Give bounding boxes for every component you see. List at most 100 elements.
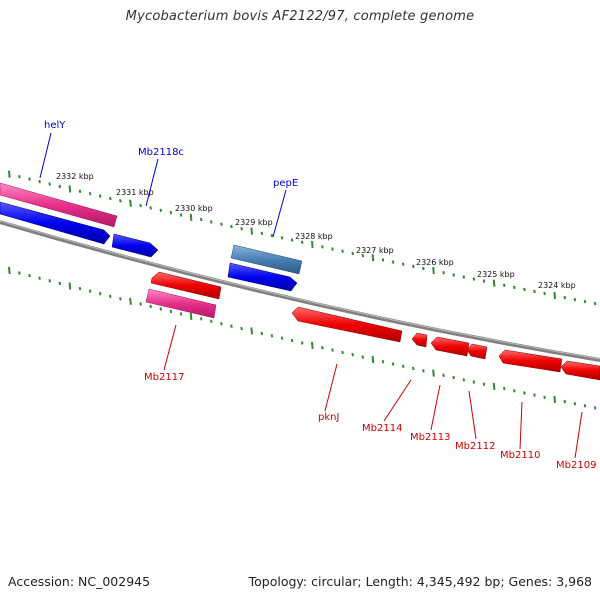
reverse-features — [145, 271, 600, 381]
minor-tick — [240, 326, 243, 331]
minor-tick — [341, 350, 344, 355]
minor-tick — [341, 249, 344, 253]
minor-tick — [280, 236, 284, 240]
minor-tick — [270, 233, 274, 238]
reverse-gene-labels: Mb2117 pknJ Mb2114 Mb2113 Mb2112 Mb2110 … — [144, 372, 596, 471]
minor-tick — [472, 277, 476, 281]
minor-tick — [563, 399, 567, 404]
minor-tick — [119, 199, 122, 203]
cds-pknJ[interactable] — [291, 306, 403, 343]
minor-tick — [412, 366, 415, 371]
scale-label: 2327 kbp — [356, 246, 394, 255]
minor-tick — [169, 309, 173, 314]
cds-reverse-1[interactable] — [150, 271, 222, 300]
scale-label: 2332 kbp — [56, 172, 94, 181]
minor-tick — [290, 238, 294, 242]
scale-label: 2325 kbp — [477, 270, 515, 279]
minor-tick — [220, 222, 223, 226]
scale-label: 2331 kbp — [116, 188, 154, 197]
scale-label: 2326 kbp — [416, 258, 454, 267]
minor-tick — [230, 224, 233, 229]
scale-label: 2324 kbp — [538, 281, 576, 290]
major-tick — [371, 355, 375, 363]
cds-forward-2[interactable] — [227, 262, 298, 292]
gene-label-Mb2112[interactable]: Mb2112 — [455, 441, 495, 452]
minor-tick — [401, 364, 405, 368]
minor-tick — [462, 378, 466, 382]
outer-scale-ticks — [8, 170, 597, 306]
minor-tick — [533, 289, 536, 294]
scale-labels: 2332 kbp 2331 kbp 2330 kbp 2329 kbp 2328… — [56, 172, 576, 290]
cds-Mb2113[interactable] — [430, 336, 470, 357]
minor-tick — [109, 196, 112, 201]
minor-tick — [149, 304, 152, 309]
major-tick — [311, 240, 314, 249]
minor-tick — [533, 393, 536, 397]
cds-pepE[interactable] — [230, 244, 303, 275]
cds-Mb2118c[interactable] — [111, 233, 159, 258]
minor-tick — [230, 324, 233, 328]
inner-scale-ticks — [8, 266, 597, 410]
minor-tick — [280, 336, 284, 340]
minor-tick — [139, 302, 142, 306]
minor-tick — [422, 369, 425, 373]
minor-tick — [260, 331, 264, 336]
minor-tick — [391, 362, 395, 366]
minor-tick — [28, 273, 31, 278]
gene-label-pknJ[interactable]: pknJ — [318, 412, 339, 423]
minor-tick — [179, 213, 183, 217]
major-tick — [129, 297, 132, 305]
minor-tick — [563, 295, 567, 300]
scale-label: 2329 kbp — [235, 218, 273, 227]
minor-tick — [401, 262, 405, 266]
minor-tick — [422, 266, 425, 271]
minor-tick — [38, 276, 41, 280]
reverse-leaders — [163, 324, 583, 459]
gene-label-Mb2114[interactable]: Mb2114 — [362, 423, 402, 434]
minor-tick — [391, 260, 395, 264]
minor-tick — [351, 251, 354, 256]
cds-Mb2114[interactable] — [411, 332, 428, 348]
minor-tick — [543, 395, 546, 399]
cds-Mb2117[interactable] — [145, 288, 217, 319]
minor-tick — [240, 227, 243, 231]
minor-tick — [48, 279, 51, 283]
cds-Mb2109[interactable] — [560, 360, 600, 381]
cds-Mb2110[interactable] — [498, 349, 563, 373]
forward-features — [0, 182, 303, 292]
minor-tick — [513, 285, 516, 290]
gene-label-Mb2118c[interactable]: Mb2118c — [138, 147, 184, 158]
major-tick — [311, 341, 314, 349]
minor-tick — [502, 386, 506, 391]
minor-tick — [159, 208, 163, 212]
minor-tick — [139, 203, 142, 208]
gene-label-pepE[interactable]: pepE — [273, 178, 298, 189]
minor-tick — [513, 389, 516, 393]
major-tick — [553, 291, 556, 300]
gene-label-helY[interactable]: helY — [44, 120, 66, 131]
minor-tick — [573, 297, 577, 302]
cds-helY[interactable] — [0, 182, 118, 228]
minor-tick — [199, 217, 203, 222]
minor-tick — [381, 258, 385, 262]
minor-tick — [290, 338, 294, 343]
minor-tick — [109, 294, 112, 298]
minor-tick — [88, 289, 92, 293]
gene-label-Mb2113[interactable]: Mb2113 — [410, 432, 450, 443]
minor-tick — [523, 287, 526, 292]
gene-label-Mb2117[interactable]: Mb2117 — [144, 372, 184, 383]
minor-tick — [452, 273, 455, 277]
minor-tick — [321, 245, 324, 249]
major-tick — [432, 369, 435, 377]
minor-tick — [28, 177, 31, 181]
accession-text: Accession: NC_002945 — [8, 574, 151, 589]
minor-tick — [462, 275, 466, 279]
gene-label-Mb2110[interactable]: Mb2110 — [500, 450, 540, 461]
cds-Mb2112[interactable] — [466, 343, 488, 360]
minor-tick — [442, 373, 445, 377]
minor-tick — [361, 355, 365, 359]
major-tick — [553, 395, 556, 403]
cds-forward-1[interactable] — [0, 201, 111, 245]
gene-label-Mb2109[interactable]: Mb2109 — [556, 460, 596, 471]
minor-tick — [583, 299, 587, 304]
